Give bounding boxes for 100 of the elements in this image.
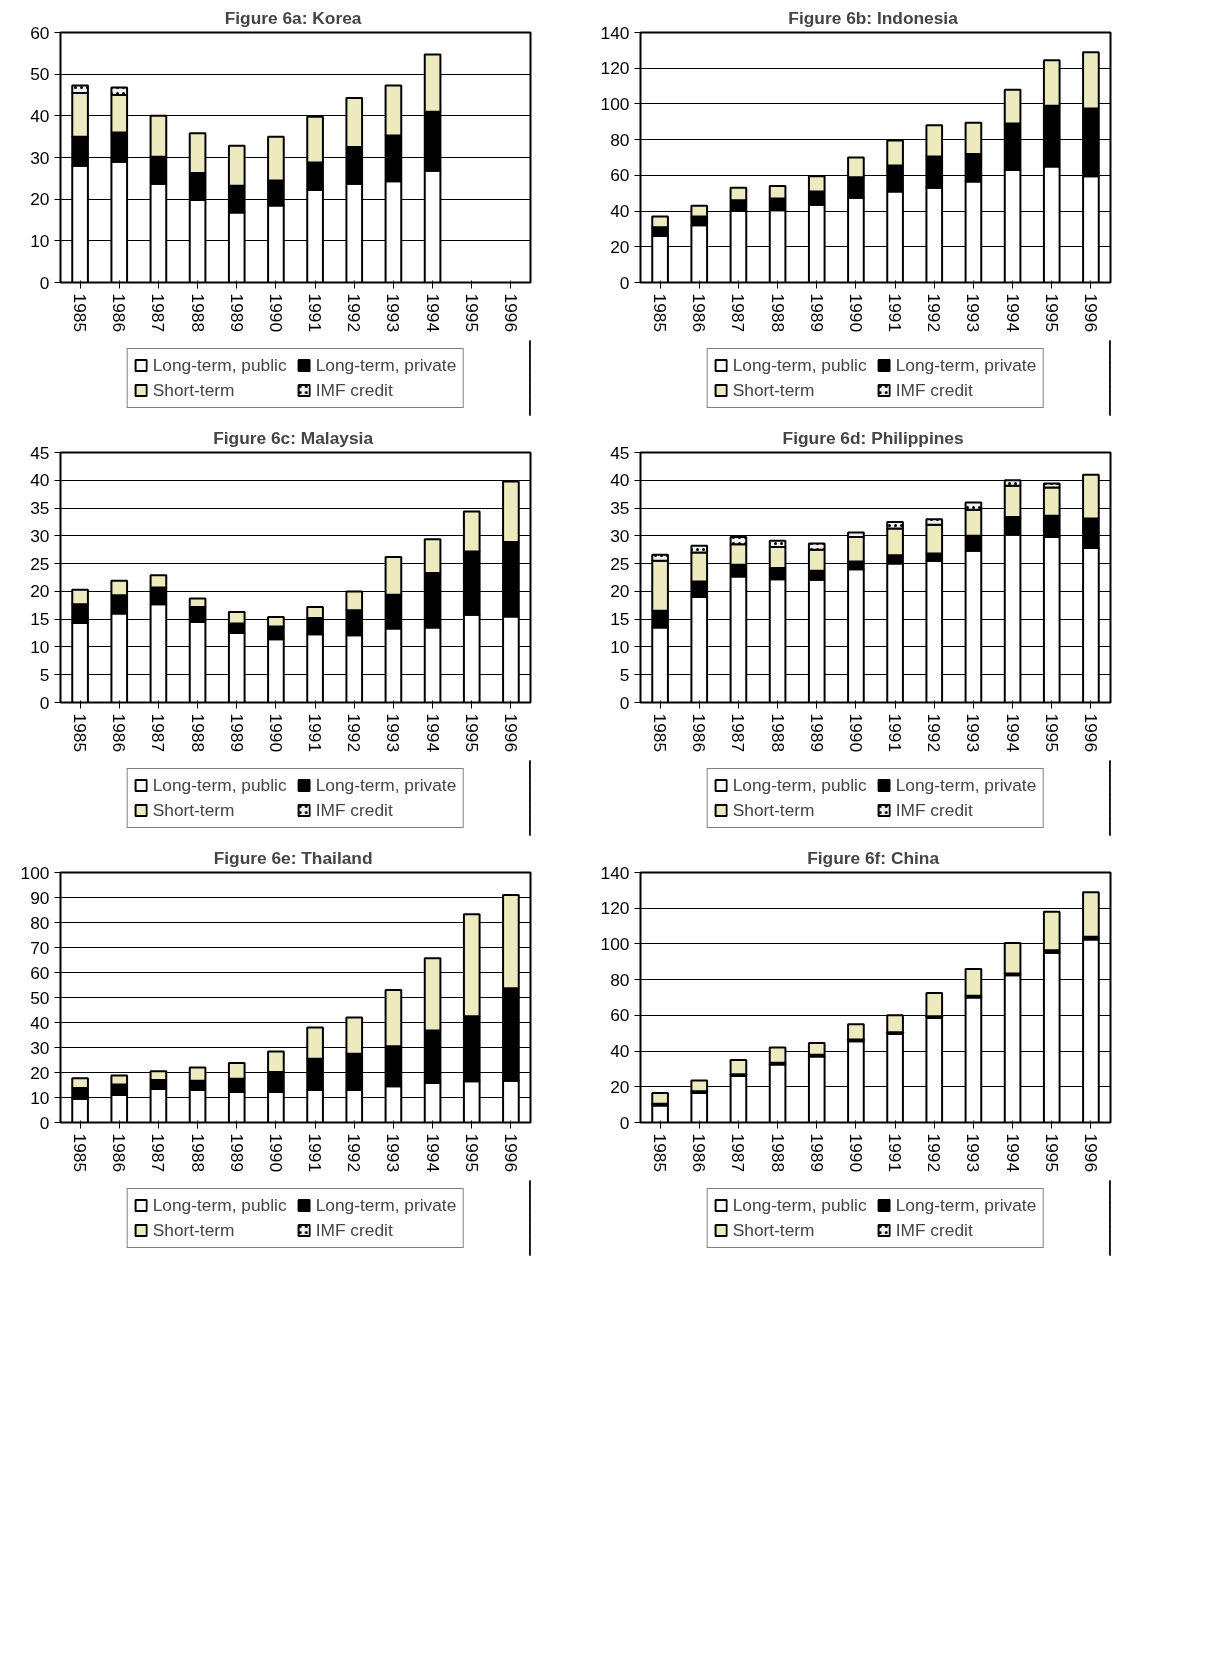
- x-tick-label: 1991: [305, 293, 326, 333]
- x-tick-label: 1986: [689, 1133, 710, 1173]
- y-tick-label: 0: [39, 272, 50, 293]
- y-tick-label: 60: [30, 962, 50, 983]
- x-tick-label: 1990: [265, 293, 286, 333]
- y-tick-label: 10: [30, 1087, 50, 1108]
- x-tick-label: 1989: [226, 713, 247, 753]
- chart-title: Figure 6e: Thailand: [213, 847, 373, 868]
- chart-title: Figure 6a: Korea: [224, 7, 362, 28]
- y-tick-label: 35: [30, 498, 50, 519]
- legend-label: Long-term, private: [895, 774, 1037, 796]
- chart-title: Figure 6d: Philippines: [782, 427, 964, 448]
- y-tick-label: 0: [619, 1112, 630, 1133]
- legend-label: Long-term, private: [895, 1194, 1037, 1216]
- x-tick-label: 1990: [845, 293, 866, 333]
- y-tick-label: 20: [30, 581, 50, 602]
- y-tick-label: 0: [39, 692, 50, 713]
- y-tick-label: 30: [30, 147, 50, 168]
- legend-label: Short-term: [732, 1219, 816, 1241]
- x-tick-label: 1989: [806, 1133, 827, 1173]
- x-tick-label: 1996: [500, 713, 521, 753]
- y-tick-label: 5: [39, 664, 50, 685]
- legend-label: Short-term: [732, 379, 816, 401]
- legend-label: Long-term, private: [315, 1194, 457, 1216]
- legend-label: Long-term, public: [152, 1194, 288, 1216]
- legend-label: Long-term, public: [152, 354, 288, 376]
- x-tick-label: 1995: [1041, 293, 1062, 333]
- y-tick-label: 0: [619, 692, 630, 713]
- x-tick-label: 1989: [806, 293, 827, 333]
- y-tick-label: 35: [610, 498, 630, 519]
- x-tick-label: 1995: [1041, 713, 1062, 753]
- legend-label: IMF credit: [895, 799, 974, 821]
- x-tick-label: 1985: [650, 1133, 671, 1173]
- x-tick-label: 1996: [1080, 293, 1101, 333]
- y-tick-label: 15: [30, 609, 50, 630]
- y-tick-label: 40: [30, 105, 50, 126]
- legend-label: IMF credit: [895, 379, 974, 401]
- x-tick-label: 1989: [226, 293, 247, 333]
- y-tick-label: 45: [30, 442, 50, 463]
- x-tick-label: 1985: [650, 713, 671, 753]
- legend-label: IMF credit: [315, 379, 394, 401]
- x-tick-label: 1991: [305, 713, 326, 753]
- legend-label: Short-term: [152, 1219, 236, 1241]
- x-tick-label: 1993: [383, 1133, 404, 1173]
- y-tick-label: 25: [30, 553, 50, 574]
- x-tick-label: 1996: [1080, 713, 1101, 753]
- x-tick-label: 1993: [383, 713, 404, 753]
- x-tick-label: 1988: [767, 293, 788, 333]
- x-tick-label: 1993: [963, 713, 984, 753]
- y-tick-label: 20: [610, 1076, 630, 1097]
- legend-label: IMF credit: [895, 1219, 974, 1241]
- legend-label: Long-term, public: [732, 774, 868, 796]
- x-tick-label: 1991: [305, 1133, 326, 1173]
- x-tick-label: 1994: [422, 293, 443, 333]
- y-tick-label: 140: [600, 862, 630, 883]
- x-tick-label: 1994: [1002, 1133, 1023, 1173]
- x-tick-label: 1994: [1002, 293, 1023, 333]
- x-tick-label: 1991: [885, 293, 906, 333]
- x-tick-label: 1988: [187, 713, 208, 753]
- legend-label: Long-term, private: [315, 354, 457, 376]
- x-tick-label: 1986: [109, 713, 130, 753]
- x-tick-label: 1996: [500, 293, 521, 333]
- x-tick-label: 1990: [265, 713, 286, 753]
- y-tick-label: 10: [610, 636, 630, 657]
- y-tick-label: 100: [20, 862, 50, 883]
- x-tick-label: 1987: [148, 713, 169, 753]
- x-tick-label: 1993: [963, 293, 984, 333]
- x-tick-label: 1986: [109, 1133, 130, 1173]
- x-tick-label: 1988: [767, 1133, 788, 1173]
- x-tick-label: 1985: [70, 713, 91, 753]
- x-tick-label: 1992: [924, 293, 945, 333]
- x-tick-label: 1992: [924, 713, 945, 753]
- y-tick-label: 100: [600, 933, 630, 954]
- legend-label: Long-term, public: [152, 774, 288, 796]
- x-tick-label: 1985: [70, 1133, 91, 1173]
- legend-label: Long-term, public: [732, 354, 868, 376]
- y-tick-label: 50: [30, 987, 50, 1008]
- y-tick-label: 0: [619, 272, 630, 293]
- x-tick-label: 1994: [422, 1133, 443, 1173]
- x-tick-label: 1989: [226, 1133, 247, 1173]
- x-tick-label: 1995: [461, 713, 482, 753]
- y-tick-label: 80: [610, 969, 630, 990]
- x-tick-label: 1990: [845, 1133, 866, 1173]
- x-tick-label: 1995: [461, 293, 482, 333]
- legend-label: IMF credit: [315, 1219, 394, 1241]
- x-tick-label: 1988: [767, 713, 788, 753]
- x-tick-label: 1996: [1080, 1133, 1101, 1173]
- legend-label: Short-term: [152, 799, 236, 821]
- y-tick-label: 50: [30, 64, 50, 85]
- y-tick-label: 25: [610, 553, 630, 574]
- chart-title: Figure 6f: China: [807, 847, 940, 868]
- y-tick-label: 90: [30, 887, 50, 908]
- x-tick-label: 1993: [383, 293, 404, 333]
- x-tick-label: 1986: [689, 293, 710, 333]
- x-tick-label: 1988: [187, 293, 208, 333]
- y-tick-label: 30: [30, 1037, 50, 1058]
- x-tick-label: 1987: [728, 293, 749, 333]
- x-tick-label: 1992: [924, 1133, 945, 1173]
- y-tick-label: 20: [610, 236, 630, 257]
- y-tick-label: 80: [610, 129, 630, 150]
